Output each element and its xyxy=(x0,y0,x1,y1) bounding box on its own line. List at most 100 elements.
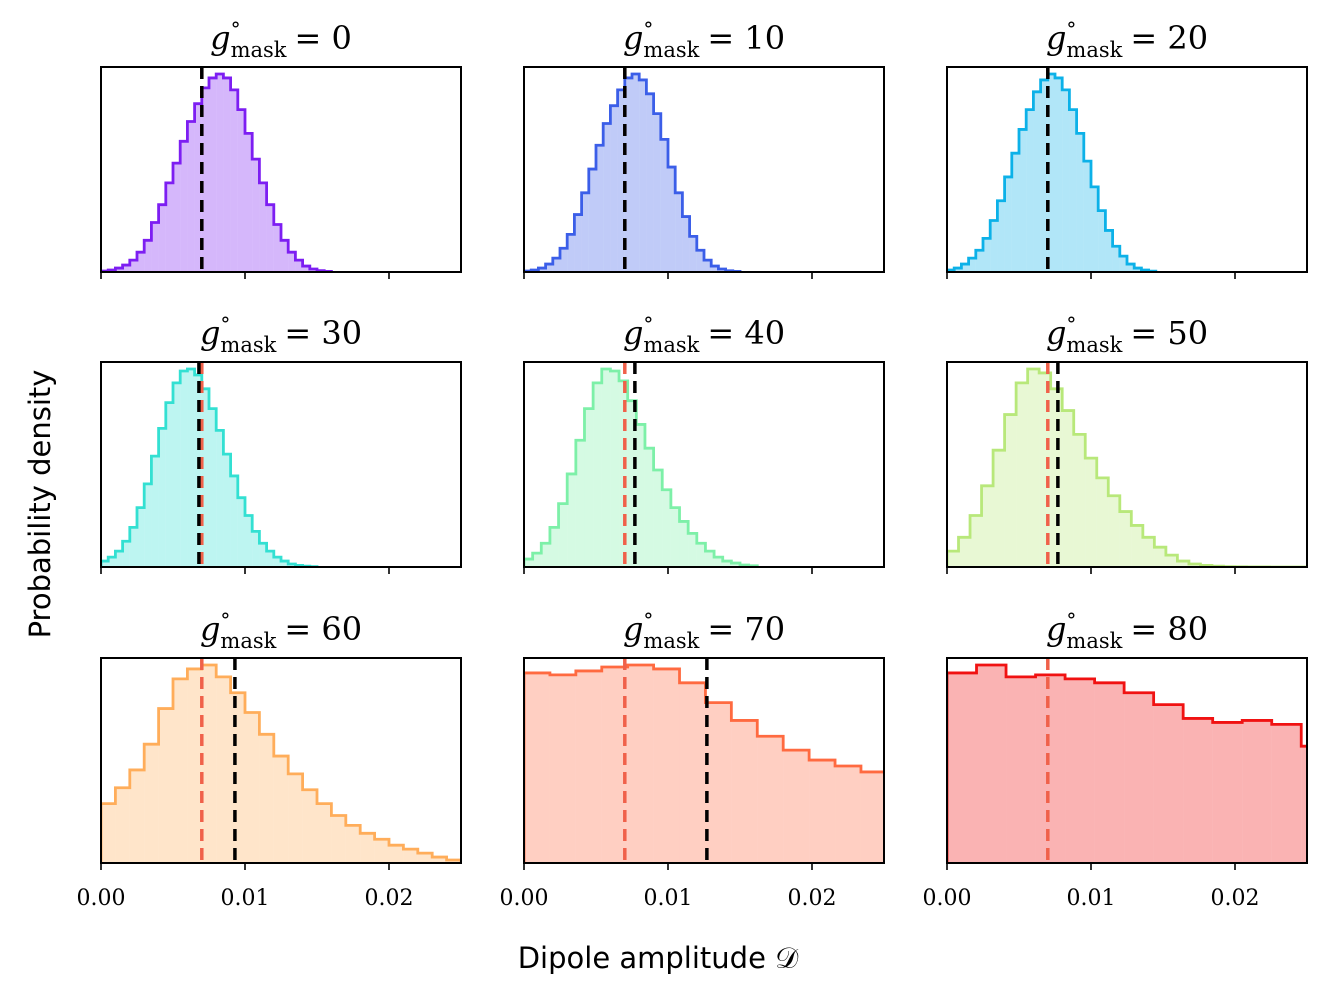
title-value: = 10 xyxy=(707,19,785,57)
histogram-bar xyxy=(432,857,447,863)
histogram-bar xyxy=(273,224,281,272)
histogram-bar xyxy=(151,222,159,272)
histogram-bar xyxy=(532,553,542,567)
histogram-bar xyxy=(1062,89,1070,272)
histogram-bar xyxy=(1094,682,1125,863)
title-degree: ° xyxy=(643,312,653,336)
histogram-bar xyxy=(1062,410,1074,567)
histogram-bar xyxy=(1019,129,1027,272)
histogram-bar xyxy=(1040,79,1048,272)
histogram-bar xyxy=(245,712,260,863)
histogram-bar xyxy=(714,557,723,567)
histogram-bar xyxy=(1035,674,1066,863)
histogram-bar xyxy=(653,668,680,863)
histogram-bar xyxy=(588,169,596,272)
histogram-bar xyxy=(1004,176,1012,272)
histogram-bar xyxy=(201,665,217,863)
histogram-bar xyxy=(230,692,245,863)
histogram-bar xyxy=(538,268,546,272)
panel-title: g° mask = 50 xyxy=(1046,312,1208,357)
histogram-bar xyxy=(194,103,202,272)
histogram-bar xyxy=(549,527,559,567)
title-degree: ° xyxy=(231,17,241,41)
histogram-bar xyxy=(947,551,959,567)
histogram-bar xyxy=(1134,268,1142,272)
axes-frame xyxy=(523,66,885,273)
histogram-bar xyxy=(266,204,274,272)
plot-area xyxy=(947,658,1307,863)
histogram-bar xyxy=(783,750,810,863)
title-variable: g xyxy=(1046,610,1066,648)
axes-frame xyxy=(100,657,462,864)
title-value: = 0 xyxy=(295,19,352,57)
histogram-bar xyxy=(281,561,289,567)
histogram-bar xyxy=(137,252,145,272)
panel-title: g° mask = 10 xyxy=(623,17,785,62)
panel-title: g° mask = 80 xyxy=(1046,608,1208,653)
x-tick-label: 0.02 xyxy=(788,886,837,911)
panel-title: g° mask = 0 xyxy=(210,17,352,62)
title-value: = 70 xyxy=(707,610,785,648)
histogram-bar xyxy=(617,89,625,272)
title-subscript: mask xyxy=(231,38,287,62)
histogram-bar xyxy=(575,440,585,567)
histogram-bar xyxy=(1153,704,1184,863)
histogram-step-line xyxy=(101,72,333,272)
histogram-bar xyxy=(993,450,1005,567)
histogram-bar xyxy=(954,268,962,272)
histogram-bar xyxy=(688,533,697,567)
histogram-step-line xyxy=(524,367,759,567)
plot-area xyxy=(947,362,1307,567)
title-subscript: mask xyxy=(643,38,699,62)
title-variable: g xyxy=(1046,314,1066,352)
histogram-bar xyxy=(1119,511,1132,567)
plot-area xyxy=(101,658,461,863)
title-value: = 30 xyxy=(284,314,362,352)
histogram-bar xyxy=(636,424,645,567)
histogram-bar xyxy=(558,503,568,567)
histogram-bar xyxy=(696,250,704,272)
histogram-bar xyxy=(668,167,676,272)
y-axis-label: Probability density xyxy=(23,370,57,639)
histogram-bar xyxy=(129,527,137,567)
panels-group: g° mask = 0 g° mask = 10 g° mask = 20g° mask = 30 g… xyxy=(77,17,1308,911)
histogram-bar xyxy=(122,265,130,272)
histogram-bar xyxy=(1076,133,1084,272)
histogram-bar xyxy=(947,672,977,863)
histogram-panel: 0.00 0.01 0.02 g° mask = 70 xyxy=(500,608,885,911)
histogram-bar xyxy=(1091,186,1099,272)
histogram-bar xyxy=(266,551,274,567)
title-variable: g xyxy=(210,19,230,57)
plot-area xyxy=(524,362,759,567)
x-tick-label: 0.00 xyxy=(923,886,972,911)
histogram-bar xyxy=(180,141,188,272)
title-subscript: mask xyxy=(643,333,699,357)
panel-title: g° mask = 40 xyxy=(623,312,785,357)
title-subscript: mask xyxy=(1066,629,1122,653)
histogram-bar xyxy=(1085,458,1097,567)
histogram-bar xyxy=(151,456,159,567)
histogram-bar xyxy=(108,557,116,567)
histogram-bar xyxy=(619,380,628,567)
histogram-bar xyxy=(237,497,245,567)
histogram-bar xyxy=(360,833,375,863)
histogram-bar xyxy=(567,234,575,272)
histogram-bar xyxy=(961,264,969,272)
plot-area xyxy=(947,67,1158,272)
histogram-bar xyxy=(129,260,137,272)
histogram-bar xyxy=(288,252,296,272)
plot-area xyxy=(524,658,884,863)
histogram-bar xyxy=(1301,746,1307,863)
histogram-bar xyxy=(632,74,640,272)
histogram-bar xyxy=(389,845,404,863)
histogram-bar xyxy=(679,682,706,863)
histogram-bar xyxy=(374,839,389,863)
histogram-bar xyxy=(187,369,195,567)
histogram-panel: g° mask = 10 xyxy=(523,17,885,279)
histogram-bar xyxy=(975,250,983,272)
histogram-bar xyxy=(245,515,253,567)
histogram-bar xyxy=(567,473,576,567)
histogram-panel: g° mask = 0 xyxy=(100,17,462,279)
histogram-bar xyxy=(541,543,550,567)
histogram-bar xyxy=(731,720,758,863)
